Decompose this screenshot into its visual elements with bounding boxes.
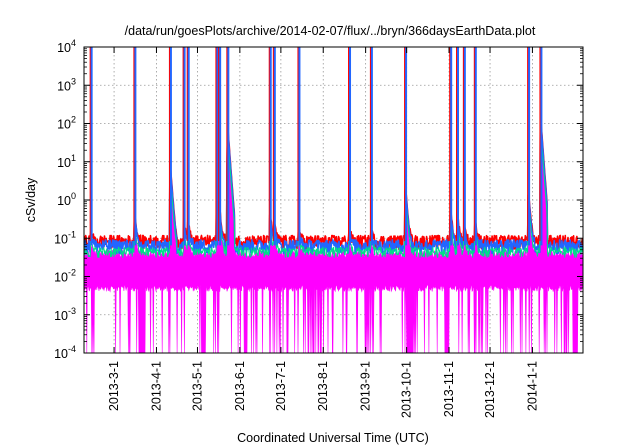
x-tick-label: 2013-7-1 bbox=[274, 361, 288, 411]
x-tick-label: 2013-10-1 bbox=[400, 361, 414, 418]
series-line-2 bbox=[84, 131, 583, 258]
x-tick-label: 2014-1-1 bbox=[525, 361, 539, 411]
x-tick-label: 2013-9-1 bbox=[359, 361, 373, 411]
x-tick-label: 2013-4-1 bbox=[149, 361, 163, 411]
x-tick-label: 2013-11-1 bbox=[442, 361, 456, 417]
x-axis: 2013-3-1 2013-4-1 2013-5-1 2013-6-1 2013-7-1… bbox=[107, 47, 539, 418]
x-tick-label: 2013-12-1 bbox=[483, 361, 497, 418]
y-axis-label: cSv/day bbox=[24, 177, 38, 222]
x-tick-label: 2013-5-1 bbox=[190, 361, 204, 411]
x-tick-label: 2013-6-1 bbox=[233, 361, 247, 411]
data-series bbox=[84, 47, 583, 353]
chart-title: /data/run/goesPlots/archive/2014-02-07/f… bbox=[125, 24, 536, 38]
x-axis-label: Coordinated Universal Time (UTC) bbox=[237, 431, 429, 445]
x-tick-label: 2013-3-1 bbox=[107, 361, 121, 411]
x-tick-label: 2013-8-1 bbox=[316, 361, 330, 411]
series-line-0 bbox=[84, 119, 583, 251]
